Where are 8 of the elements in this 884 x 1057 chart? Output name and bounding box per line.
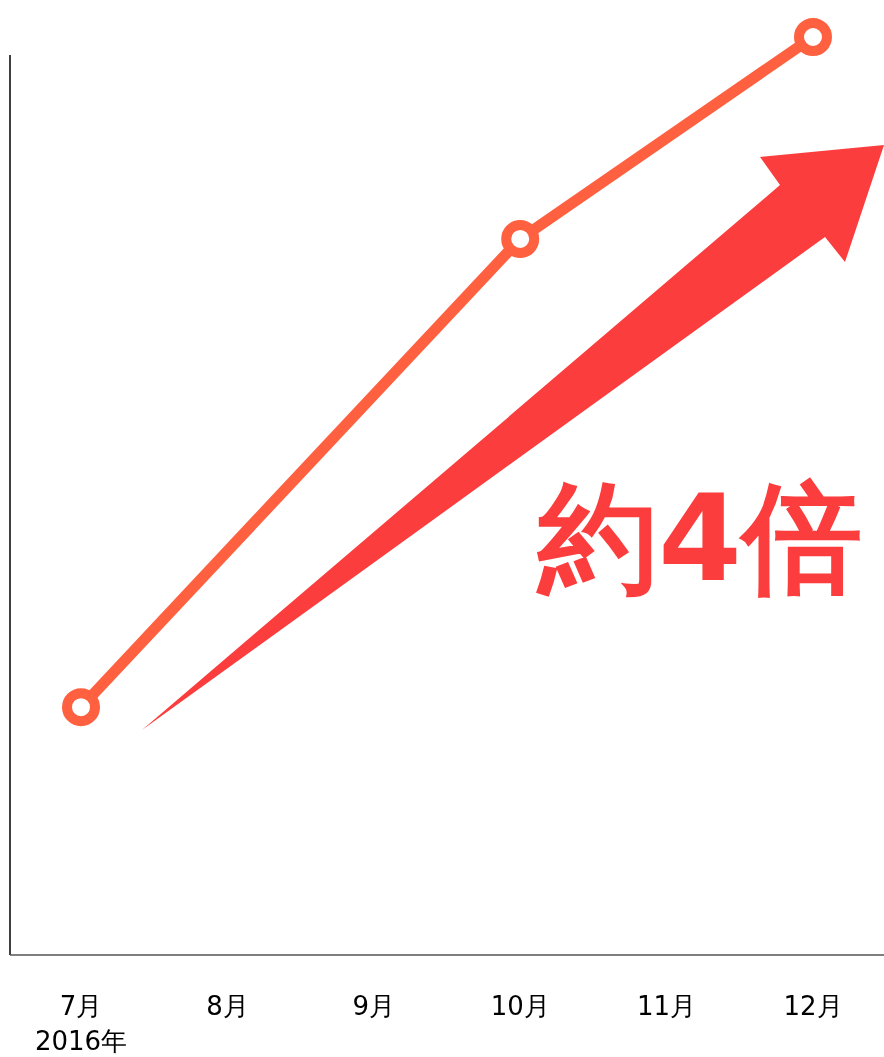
x-tick-label: 9月 [352, 991, 396, 1021]
x-tick-label: 8月 [206, 991, 249, 1021]
x-tick-label: 10月 [490, 991, 550, 1021]
x-tick-label: 12月 [783, 991, 843, 1021]
annotation: 約4倍 [536, 469, 862, 608]
x-tick-label: 11月 [637, 991, 697, 1021]
text: 2016年 [34, 1026, 128, 1056]
x-tick-label: 7月 [59, 991, 103, 1021]
